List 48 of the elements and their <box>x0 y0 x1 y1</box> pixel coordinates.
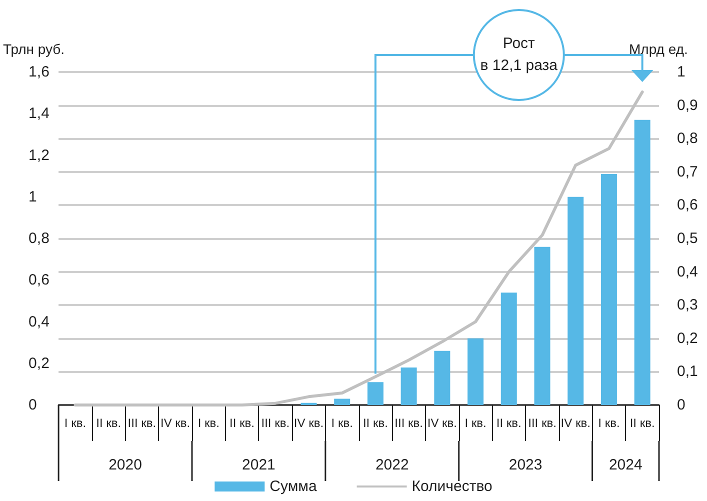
legend-label: Сумма <box>270 478 318 495</box>
x-tick-label: III кв. <box>261 416 290 430</box>
y2-tick-label: 0,4 <box>677 263 698 280</box>
text: 2020 <box>108 456 142 474</box>
y-tick-label: 1 <box>28 188 37 206</box>
x-tick-label: II кв. <box>496 416 522 430</box>
y2-tick-label: 0,8 <box>677 130 698 148</box>
x-tick-label: IV кв. <box>560 416 590 430</box>
y2-tick-label: 0,7 <box>677 163 698 180</box>
x-tick-label: IV кв. <box>294 416 324 430</box>
y2-tick-label: 0,1 <box>677 363 698 380</box>
text: 2022 <box>375 456 409 474</box>
x-tick-label: II кв. <box>630 416 655 430</box>
text: 2024 <box>608 456 642 474</box>
y2-axis-title: Млрд ед. <box>629 41 688 57</box>
y2-tick-label: 0,9 <box>677 96 698 114</box>
x-tick-label: I кв. <box>198 416 220 430</box>
y-tick-label: 1,6 <box>28 64 50 80</box>
x-tick-label: II кв. <box>96 416 122 430</box>
x-tick-label: I кв. <box>598 416 620 430</box>
text: 2021 <box>242 456 276 474</box>
y2-tick-label: 0,6 <box>677 196 698 214</box>
y-tick-label: 0,8 <box>28 230 50 247</box>
text: 2023 <box>508 456 542 474</box>
annotation: Рост в 12,1 раза <box>479 34 558 76</box>
x-tick-label: III кв. <box>128 416 156 430</box>
y2-tick-label: 1 <box>677 64 686 80</box>
x-tick-label: III кв. <box>528 416 556 430</box>
x-tick-label: II кв. <box>362 416 388 430</box>
y-tick-label: 0,6 <box>28 272 50 289</box>
y2-tick-label: 0,2 <box>677 330 698 347</box>
x-tick-label: III кв. <box>394 416 423 430</box>
y2-tick-label: 0,5 <box>677 230 698 247</box>
x-tick-label: I кв. <box>464 416 486 430</box>
y-tick-label: 0,4 <box>28 313 50 330</box>
x-tick-label: II кв. <box>230 416 255 430</box>
y-tick-label: 0,2 <box>28 354 50 372</box>
x-tick-label: IV кв. <box>160 416 190 430</box>
x-tick-label: I кв. <box>64 416 86 430</box>
x-tick-label: IV кв. <box>427 416 457 430</box>
legend-label: Количество <box>412 478 492 495</box>
y-tick-label: 0 <box>28 396 37 414</box>
x-tick-label: I кв. <box>331 416 353 430</box>
y2-tick-label: 0,3 <box>677 296 698 314</box>
y2-tick-label: 0 <box>677 396 686 414</box>
y-tick-label: 1,2 <box>28 146 50 164</box>
y-tick-label: 1,4 <box>28 105 50 122</box>
y-axis-title: Трлн руб. <box>2 41 65 57</box>
